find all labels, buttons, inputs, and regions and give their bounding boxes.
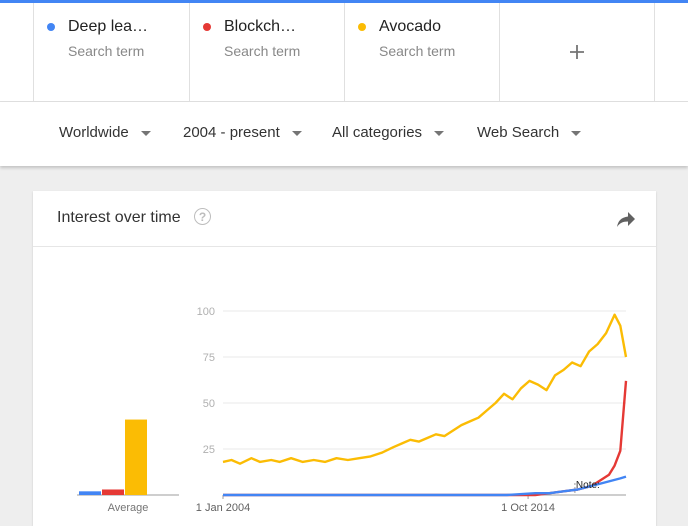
category-filter[interactable]: All categories bbox=[332, 124, 445, 141]
note-annotation: Note: bbox=[576, 480, 600, 491]
region-filter[interactable]: Worldwide bbox=[59, 124, 151, 141]
search-term-3[interactable]: Avocado Search term bbox=[344, 3, 499, 101]
average-bar bbox=[79, 491, 101, 495]
y-tick-label: 50 bbox=[203, 398, 215, 410]
x-tick-label: 1 Jan 2004 bbox=[196, 502, 250, 514]
card-header: Interest over time ? bbox=[33, 191, 656, 247]
interest-chart: 25 50 75 100 1 Jan 2004 1 Oct 2014 Average Note… bbox=[77, 306, 628, 514]
category-filter-label: All categories bbox=[332, 124, 423, 141]
chevron-down-icon bbox=[291, 130, 302, 136]
term-3-name: Avocado bbox=[379, 18, 441, 35]
plus-icon bbox=[570, 45, 584, 59]
term-2-name: Blockch… bbox=[224, 18, 297, 35]
search-type-filter[interactable]: Web Search bbox=[477, 124, 582, 141]
filter-bar: Worldwide 2004 - present All categories … bbox=[0, 102, 688, 166]
share-arrow-icon[interactable] bbox=[615, 209, 637, 229]
question-mark-icon[interactable]: ? bbox=[194, 208, 211, 225]
series-line bbox=[223, 475, 627, 497]
search-term-1[interactable]: Deep lea… Search term bbox=[33, 3, 189, 101]
term-2-color-dot bbox=[203, 23, 211, 31]
interest-over-time-card: Interest over time ? 25 50 75 100 1 Jan 2004… bbox=[33, 191, 656, 526]
term-1-name: Deep lea… bbox=[68, 18, 149, 35]
average-bar-chart bbox=[79, 419, 147, 495]
y-tick-label: 25 bbox=[203, 444, 215, 456]
time-filter[interactable]: 2004 - present bbox=[183, 124, 302, 141]
y-tick-label: 75 bbox=[203, 352, 215, 364]
average-bar bbox=[102, 489, 124, 495]
term-2-subtitle: Search term bbox=[224, 43, 301, 59]
term-3-subtitle: Search term bbox=[379, 43, 456, 59]
y-tick-label: 100 bbox=[197, 306, 215, 318]
line-series-group bbox=[222, 313, 628, 497]
x-tick-label: 1 Oct 2014 bbox=[501, 502, 555, 514]
series-line bbox=[222, 313, 628, 465]
chart-labels: 25 50 75 100 1 Jan 2004 1 Oct 2014 Average Note… bbox=[108, 306, 600, 514]
chevron-down-icon bbox=[571, 130, 582, 136]
term-1-subtitle: Search term bbox=[68, 43, 145, 59]
time-filter-label: 2004 - present bbox=[183, 124, 280, 141]
card-title: Interest over time bbox=[57, 209, 181, 226]
search-terms-bar: Deep lea… Search term Blockch… Search te… bbox=[0, 3, 688, 102]
average-label: Average bbox=[108, 502, 149, 514]
term-3-color-dot bbox=[358, 23, 366, 31]
chart-gridlines bbox=[77, 310, 626, 499]
term-1-color-dot bbox=[47, 23, 55, 31]
chevron-down-icon bbox=[140, 130, 151, 136]
add-term-button[interactable] bbox=[499, 3, 655, 101]
search-type-filter-label: Web Search bbox=[477, 124, 560, 141]
average-bar bbox=[125, 419, 147, 495]
top-accent-bar bbox=[0, 0, 688, 3]
chevron-down-icon bbox=[434, 130, 445, 136]
region-filter-label: Worldwide bbox=[59, 124, 129, 141]
search-term-2[interactable]: Blockch… Search term bbox=[189, 3, 344, 101]
